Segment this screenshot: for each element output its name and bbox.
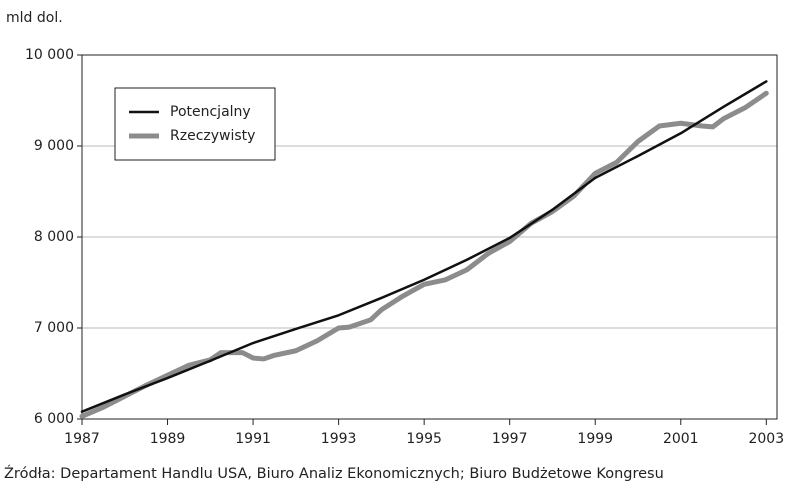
x-tick-label: 1989 — [150, 431, 186, 447]
y-tick-label: 8 000 — [34, 229, 74, 245]
x-tick-label: 1997 — [492, 431, 528, 447]
x-tick-label: 1987 — [64, 431, 100, 447]
series-line — [80, 80, 768, 413]
y-unit-label: mld dol. — [6, 10, 63, 26]
y-tick-label: 6 000 — [34, 411, 74, 427]
x-tick-label: 1999 — [577, 431, 613, 447]
legend-label: Potencjalny — [170, 104, 251, 120]
legend-label: Rzeczywisty — [170, 128, 255, 144]
legend-box — [114, 87, 276, 161]
y-tick-label: 7 000 — [34, 320, 74, 336]
y-tick-label: 9 000 — [34, 138, 74, 154]
x-tick-label: 2001 — [663, 431, 699, 447]
x-tick-label: 2003 — [748, 431, 784, 447]
x-tick-label: 1991 — [235, 431, 271, 447]
x-tick-label: 1995 — [406, 431, 442, 447]
source-note: Źródła: Departament Handlu USA, Biuro An… — [4, 464, 664, 482]
y-tick-label: 10 000 — [25, 47, 74, 63]
x-tick-label: 1993 — [321, 431, 357, 447]
plot-frame — [81, 54, 778, 420]
